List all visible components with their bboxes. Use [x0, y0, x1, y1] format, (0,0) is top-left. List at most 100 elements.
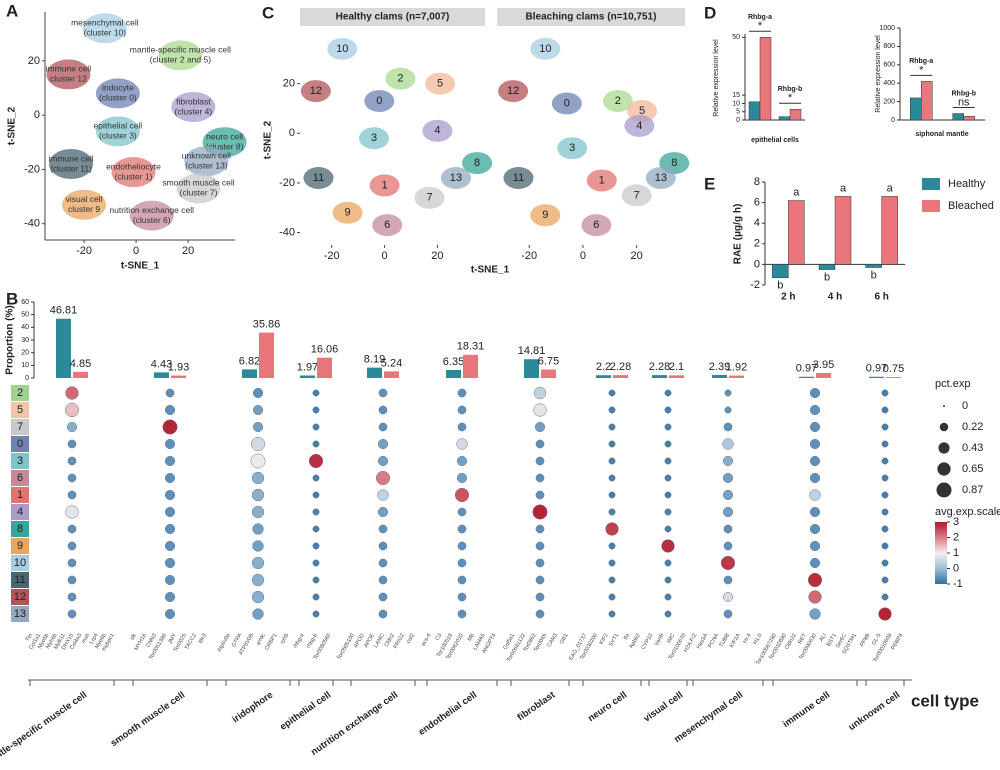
- dot: [67, 541, 77, 551]
- cluster: [46, 59, 91, 90]
- bar: [652, 375, 667, 378]
- gene-label: PP8B: [859, 632, 871, 647]
- row-label: 8: [17, 523, 23, 535]
- dot: [809, 540, 821, 552]
- x-axis-label: cell type: [911, 691, 979, 710]
- value-label: 1.92: [726, 361, 747, 373]
- row-label: 12: [14, 591, 26, 603]
- cluster: [49, 149, 94, 179]
- gene-label: rhbg-b: [306, 633, 319, 650]
- dot: [250, 436, 266, 452]
- y-tick-label: 0: [25, 375, 29, 382]
- cluster: [327, 37, 358, 60]
- cluster: [95, 116, 140, 147]
- y-tick-label: 20: [21, 350, 29, 357]
- gene-label: GB1: [559, 633, 570, 646]
- cluster-label: 12: [310, 85, 322, 97]
- dot: [881, 525, 889, 533]
- dot: [164, 489, 176, 501]
- gene-label: mxh: [81, 633, 91, 645]
- dot: [312, 610, 320, 618]
- value-label: 5.24: [381, 357, 402, 369]
- dot: [881, 576, 889, 584]
- dot: [250, 453, 266, 469]
- significance: ns: [958, 96, 970, 108]
- cluster: [372, 214, 403, 237]
- dot: [809, 608, 821, 620]
- gene-label: KIF2: [599, 633, 610, 646]
- dot: [312, 423, 320, 431]
- dot: [608, 576, 616, 584]
- dot: [251, 505, 265, 519]
- x-tick-label: 0: [580, 250, 586, 262]
- gene-label: Ttn: [25, 633, 34, 643]
- significance: *: [788, 92, 793, 104]
- dot: [664, 389, 672, 397]
- cluster-label: 1: [599, 174, 605, 186]
- y-tick-label: 400: [883, 80, 895, 87]
- cluster-name: neuro cell: [206, 132, 243, 142]
- value-label: 46.81: [50, 305, 78, 317]
- dot: [608, 508, 616, 516]
- dot: [378, 592, 388, 602]
- legend-swatch: [922, 178, 940, 190]
- bar: [789, 109, 802, 121]
- gene-label: arrdc: [255, 633, 267, 647]
- dot: [535, 609, 545, 619]
- cell-type-label: epithelial cell: [278, 690, 333, 733]
- value-label: 8.19: [364, 354, 385, 366]
- colorbar-label: 2: [953, 531, 959, 543]
- cluster-id: (cluster 6): [133, 215, 171, 225]
- y-tick-label: 0: [736, 117, 740, 124]
- value-label: 6.75: [538, 355, 559, 367]
- dot: [535, 456, 545, 466]
- gene-label: Apbb2: [629, 633, 642, 650]
- dot: [808, 590, 822, 604]
- cluster-id: (cluster 3): [99, 131, 137, 141]
- cluster-label: 11: [513, 172, 524, 184]
- cluster-label: 6: [593, 219, 599, 231]
- bar: [772, 264, 789, 279]
- cluster-id: cluster 12: [50, 74, 87, 84]
- value-label: 2.28: [649, 361, 670, 373]
- gene-label: slk: [129, 633, 138, 642]
- group-letter: a: [840, 182, 847, 194]
- dot: [251, 488, 265, 502]
- cluster: [602, 90, 633, 113]
- dot: [457, 507, 467, 517]
- row-swatch: [11, 453, 29, 469]
- dot: [535, 439, 545, 449]
- row-label: 10: [14, 557, 26, 569]
- x-tick-label: 4 h: [828, 292, 842, 303]
- cluster: [645, 166, 676, 189]
- y-tick-label: 0: [289, 127, 295, 139]
- size-legend-label: 0.65: [962, 463, 983, 475]
- dot: [720, 555, 736, 571]
- dot: [723, 541, 733, 551]
- colorbar-label: -1: [953, 578, 963, 590]
- cluster-label: 13: [450, 172, 462, 184]
- dot: [809, 438, 821, 450]
- value-label: 2.1: [669, 361, 684, 373]
- bar: [367, 367, 382, 378]
- cluster: [503, 166, 534, 189]
- x-axis-label: t-SNE_1: [471, 265, 510, 276]
- y-tick-label: -40: [24, 218, 40, 230]
- group-letter: b: [777, 280, 783, 292]
- gene-label: VanB: [654, 632, 666, 647]
- cluster-id: (cluster 8): [206, 142, 244, 152]
- category-label: Rhbg-a: [748, 14, 772, 21]
- cluster-id: (cluster 11): [50, 163, 92, 173]
- dot: [377, 455, 389, 467]
- row-swatch: [11, 555, 29, 571]
- cluster: [385, 67, 416, 90]
- dot: [722, 506, 734, 518]
- dot: [378, 422, 388, 432]
- cluster: [300, 80, 331, 103]
- category-label: Rhbg-b: [952, 90, 977, 97]
- cluster: [364, 90, 395, 113]
- dot: [535, 541, 545, 551]
- cluster: [95, 78, 140, 109]
- dot: [809, 455, 821, 467]
- dot: [722, 489, 734, 501]
